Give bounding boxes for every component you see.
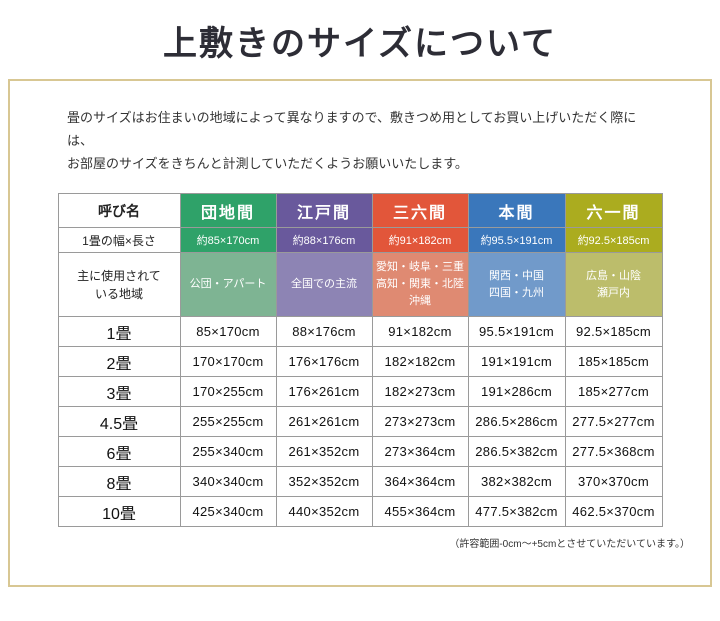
mat-size-cell: 約95.5×191cm <box>467 227 566 254</box>
value-cell: 352×352cm <box>275 466 373 498</box>
value-cell: 261×352cm <box>275 436 373 468</box>
value-cell: 277.5×368cm <box>564 436 663 468</box>
value-cell: 273×364cm <box>371 436 469 468</box>
region-cell: 全国での主流 <box>275 252 373 318</box>
tolerance-note: （許容範囲-0cm〜+5cmとさせていただいています。） <box>449 539 690 551</box>
value-cell: 255×340cm <box>179 436 277 468</box>
value-cell: 462.5×370cm <box>564 496 663 528</box>
region-cell: 関西・中国四国・九州 <box>467 252 566 318</box>
region-row-label-line2: いる地域 <box>94 286 143 301</box>
region-cell: 愛知・岐阜・三重 高知・関東・北陸 沖縄 <box>371 252 469 318</box>
row-label: 4.5畳 <box>57 406 181 438</box>
column-header-3: 三六間 <box>371 193 469 229</box>
row-label: 2畳 <box>57 346 181 378</box>
value-cell: 261×261cm <box>275 406 373 438</box>
value-cell: 91×182cm <box>371 316 469 348</box>
table-row: 6畳 255×340cm 261×352cm 273×364cm 286.5×382cm… <box>57 436 663 468</box>
region-row-label: 主に使用されて いる地域 <box>57 252 181 318</box>
content-frame: 畳のサイズはお住まいの地域によって異なりますので、敷きつめ用としてお買い上げいた… <box>8 79 712 587</box>
region-line: 公団・アパート <box>189 278 267 291</box>
size-row: 1畳の幅×長さ 約85×170cm 約88×176cm 約91×182cm 約95.5… <box>57 227 663 254</box>
value-cell: 425×340cm <box>179 496 277 528</box>
table-row: 1畳 85×170cm 88×176cm 91×182cm 95.5×191cm 92.5… <box>57 316 663 348</box>
region-line: 四国・九州 <box>489 286 544 299</box>
row-label: 10畳 <box>57 496 181 528</box>
table-row: 4.5畳 255×255cm 261×261cm 273×273cm 286.5×286… <box>57 406 663 438</box>
column-header-5: 六一間 <box>564 193 663 229</box>
region-line: 関西・中国 <box>489 269 544 282</box>
region-line: 全国での主流 <box>291 278 357 291</box>
value-cell: 277.5×277cm <box>564 406 663 438</box>
header-row: 呼び名 団地間 江戸間 三六間 本間 六一間 <box>57 193 663 229</box>
value-cell: 170×170cm <box>179 346 277 378</box>
value-cell: 182×182cm <box>371 346 469 378</box>
region-row: 主に使用されて いる地域 公団・アパート 全国での主流 愛知・岐阜・三重 高知・関東・… <box>57 252 663 318</box>
value-cell: 85×170cm <box>179 316 277 348</box>
region-line: 沖縄 <box>409 295 431 308</box>
region-cell: 広島・山陰 瀬戸内 <box>564 252 663 318</box>
value-cell: 273×273cm <box>371 406 469 438</box>
value-cell: 170×255cm <box>179 376 277 408</box>
region-line: 高知・関東・北陸 <box>376 278 464 291</box>
value-cell: 364×364cm <box>371 466 469 498</box>
mat-size-cell: 約91×182cm <box>371 227 469 254</box>
value-cell: 286.5×286cm <box>467 406 566 438</box>
value-cell: 176×176cm <box>275 346 373 378</box>
mat-size-cell: 約88×176cm <box>275 227 373 254</box>
region-line: 愛知・岐阜・三重 <box>376 261 464 274</box>
value-cell: 340×340cm <box>179 466 277 498</box>
intro-text: 畳のサイズはお住まいの地域によって異なりますので、敷きつめ用としてお買い上げいた… <box>67 107 653 175</box>
column-header-4: 本間 <box>467 193 566 229</box>
table-body: 1畳 85×170cm 88×176cm 91×182cm 95.5×191cm 92.5… <box>57 316 663 528</box>
value-cell: 185×185cm <box>564 346 663 378</box>
value-cell: 440×352cm <box>275 496 373 528</box>
size-row-label: 1畳の幅×長さ <box>57 227 181 254</box>
row-label: 3畳 <box>57 376 181 408</box>
row-label: 1畳 <box>57 316 181 348</box>
intro-line-1: 畳のサイズはお住まいの地域によって異なりますので、敷きつめ用としてお買い上げいた… <box>67 110 637 148</box>
region-row-label-line1: 主に使用されて <box>77 268 161 283</box>
corner-label: 呼び名 <box>57 193 181 229</box>
table-row: 10畳 425×340cm 440×352cm 455×364cm 477.5×382c… <box>57 496 663 528</box>
value-cell: 191×286cm <box>467 376 566 408</box>
mat-size-cell: 約92.5×185cm <box>564 227 663 254</box>
value-cell: 92.5×185cm <box>564 316 663 348</box>
region-cell: 公団・アパート <box>179 252 277 318</box>
value-cell: 370×370cm <box>564 466 663 498</box>
value-cell: 185×277cm <box>564 376 663 408</box>
value-cell: 191×191cm <box>467 346 566 378</box>
page-title: 上敷きのサイズについて <box>163 24 557 64</box>
value-cell: 95.5×191cm <box>467 316 566 348</box>
value-cell: 182×273cm <box>371 376 469 408</box>
tatami-size-table: 呼び名 団地間 江戸間 三六間 本間 六一間 1畳の幅×長さ 約85×170cm 約88×… <box>57 193 663 528</box>
value-cell: 255×255cm <box>179 406 277 438</box>
table-row: 2畳 170×170cm 176×176cm 182×182cm 191×191cm 18… <box>57 346 663 378</box>
column-header-1: 団地間 <box>179 193 277 229</box>
intro-line-2: お部屋のサイズをきちんと計測していただくようお願いいたします。 <box>67 155 468 171</box>
table-row: 3畳 170×255cm 176×261cm 182×273cm 191×286cm 18… <box>57 376 663 408</box>
region-line: 広島・山陰 <box>586 269 641 282</box>
mat-size-cell: 約85×170cm <box>179 227 277 254</box>
value-cell: 477.5×382cm <box>467 496 566 528</box>
value-cell: 286.5×382cm <box>467 436 566 468</box>
row-label: 6畳 <box>57 436 181 468</box>
value-cell: 382×382cm <box>467 466 566 498</box>
value-cell: 176×261cm <box>275 376 373 408</box>
row-label: 8畳 <box>57 466 181 498</box>
table-row: 8畳 340×340cm 352×352cm 364×364cm 382×382cm 37… <box>57 466 663 498</box>
region-line: 瀬戸内 <box>597 286 630 299</box>
value-cell: 88×176cm <box>275 316 373 348</box>
column-header-2: 江戸間 <box>275 193 373 229</box>
value-cell: 455×364cm <box>371 496 469 528</box>
